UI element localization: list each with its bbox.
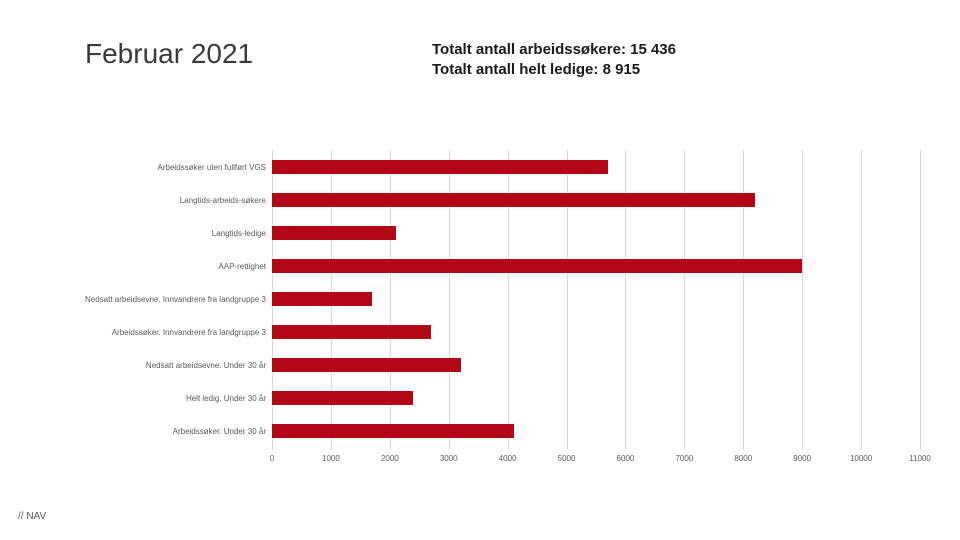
- chart-row: Arbeidssøker uten fullført VGS: [40, 158, 272, 176]
- chart-row: Nedsatt arbeidsevne. Innvandrere fra lan…: [40, 290, 272, 308]
- chart-x-tick: 10000: [850, 454, 872, 463]
- chart-row: Langtids-arbeids-søkere: [40, 191, 272, 209]
- chart-row-label: Langtids-arbeids-søkere: [180, 196, 266, 205]
- chart-row: Arbeidssøker. Under 30 år: [40, 422, 272, 440]
- chart-x-tick: 7000: [675, 454, 693, 463]
- bar-chart: Arbeidssøker uten fullført VGS Langtids-a…: [40, 150, 920, 475]
- chart-bar: [272, 391, 413, 405]
- chart-row-label: Langtids-ledige: [212, 229, 266, 238]
- chart-bar: [272, 292, 372, 306]
- chart-row-label: Arbeidssøker. Innvandrere fra landgruppe…: [112, 328, 266, 337]
- chart-bar: [272, 193, 755, 207]
- chart-x-tick: 9000: [793, 454, 811, 463]
- chart-bar: [272, 226, 396, 240]
- chart-x-axis: 0 1000 2000 3000 4000 5000 6000 7000 8000 9000 100…: [272, 450, 920, 470]
- chart-gridline: [920, 150, 921, 450]
- chart-row-label: Arbeidssøker. Under 30 år: [173, 427, 266, 436]
- chart-x-tick: 2000: [381, 454, 399, 463]
- chart-row-label: AAP-rettighet: [218, 262, 266, 271]
- chart-row: Arbeidssøker. Innvandrere fra landgruppe…: [40, 323, 272, 341]
- chart-row: AAP-rettighet: [40, 257, 272, 275]
- page-title: Februar 2021: [85, 38, 253, 70]
- chart-row-label: Arbeidssøker uten fullført VGS: [158, 163, 266, 172]
- summary-line-2: Totalt antall helt ledige: 8 915: [432, 60, 676, 80]
- chart-gridline: [861, 150, 862, 450]
- chart-bar: [272, 358, 461, 372]
- chart-plot-area: [272, 150, 920, 450]
- chart-x-tick: 1000: [322, 454, 340, 463]
- chart-x-tick: 8000: [734, 454, 752, 463]
- chart-row-label: Helt ledig. Under 30 år: [186, 394, 266, 403]
- chart-row-label: Nedsatt arbeidsevne. Innvandrere fra lan…: [85, 295, 266, 304]
- chart-bar: [272, 424, 514, 438]
- chart-row-label: Nedsatt arbeidsevne. Under 30 år: [146, 361, 266, 370]
- chart-bar: [272, 325, 431, 339]
- chart-bar: [272, 259, 802, 273]
- summary-block: Totalt antall arbeidssøkere: 15 436 Tota…: [432, 40, 676, 81]
- chart-gridline: [802, 150, 803, 450]
- footer-brand: // NAV: [18, 511, 46, 522]
- chart-row: Nedsatt arbeidsevne. Under 30 år: [40, 356, 272, 374]
- chart-row: Langtids-ledige: [40, 224, 272, 242]
- chart-x-tick: 3000: [440, 454, 458, 463]
- page: Februar 2021 Totalt antall arbeidssøkere…: [0, 0, 960, 540]
- chart-x-tick: 4000: [499, 454, 517, 463]
- chart-x-tick: 11000: [909, 454, 931, 463]
- summary-line-1: Totalt antall arbeidssøkere: 15 436: [432, 40, 676, 60]
- chart-x-tick: 0: [270, 454, 274, 463]
- chart-row: Helt ledig. Under 30 år: [40, 389, 272, 407]
- chart-x-tick: 5000: [558, 454, 576, 463]
- chart-bar: [272, 160, 608, 174]
- chart-x-tick: 6000: [617, 454, 635, 463]
